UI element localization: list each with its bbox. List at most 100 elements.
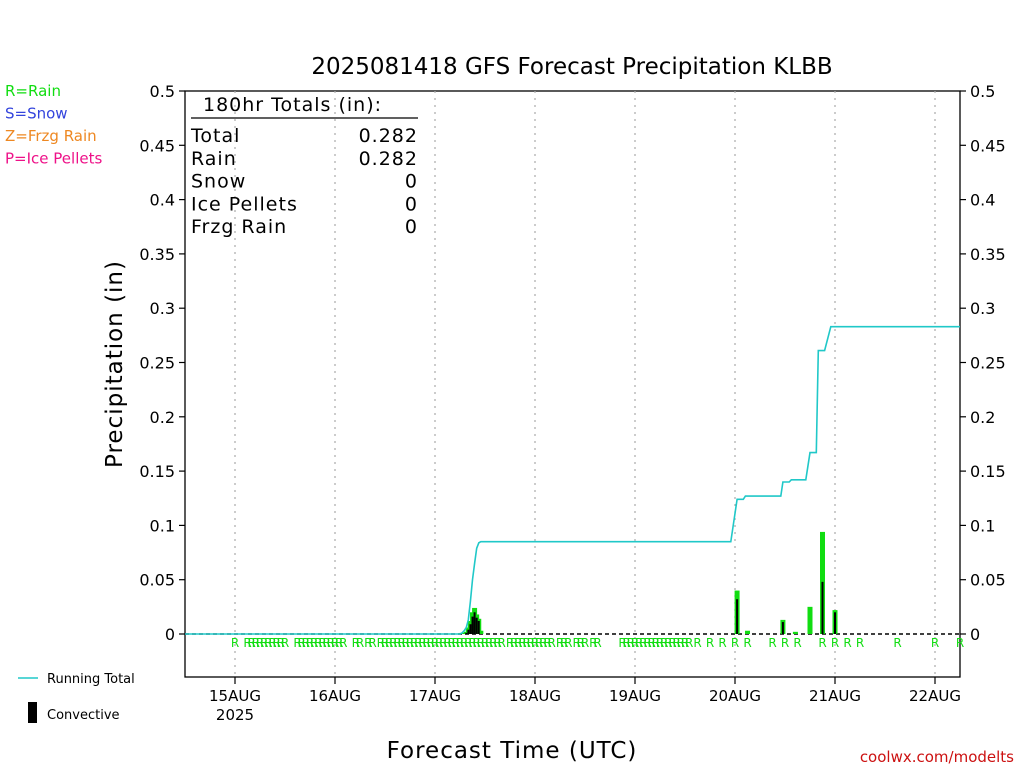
plot-frame	[184, 90, 961, 678]
convective-bar	[465, 632, 468, 634]
ptype-marker: R	[335, 636, 343, 650]
y-tick-label: 0.15	[139, 462, 175, 481]
ptype-marker: R	[385, 636, 393, 650]
ptype-marker: R	[431, 636, 439, 650]
ptype-marker: R	[518, 636, 526, 650]
x-axis-label: Forecast Time (UTC)	[387, 738, 638, 764]
y-tick-label: 0.1	[150, 516, 175, 535]
x-tick-label: 20AUG	[709, 687, 761, 705]
ptype-marker: R	[547, 636, 555, 650]
ptype-marker: R	[768, 636, 776, 650]
y-tick-label-right: 0.5	[970, 82, 995, 101]
ptype-marker: R	[247, 636, 255, 650]
ptype-marker: R	[581, 636, 589, 650]
ptype-marker: R	[572, 636, 580, 650]
y-tick-label-right: 0.25	[970, 354, 1006, 373]
y-tick-label-right: 0	[970, 625, 980, 644]
ptype-marker: R	[677, 636, 685, 650]
ptype-legend-entry: Z=Frzg Rain	[5, 127, 97, 145]
convective-bar	[475, 617, 478, 634]
ptype-marker: R	[331, 636, 339, 650]
totals-row-label: Frzg Rain	[191, 216, 287, 238]
ptype-marker: R	[668, 636, 676, 650]
ptype-marker: R	[543, 636, 551, 650]
ptype-marker: R	[456, 636, 464, 650]
convective-bars	[465, 581, 836, 634]
ptype-marker: R	[493, 636, 501, 650]
ptype-marker: R	[464, 636, 472, 650]
y-tick-label: 0	[165, 625, 175, 644]
ptype-marker: R	[681, 636, 689, 650]
ptype-marker: R	[297, 636, 305, 650]
ptype-marker: R	[627, 636, 635, 650]
ptype-marker: R	[956, 636, 964, 650]
convective-bar	[471, 616, 474, 634]
ptype-marker: R	[652, 636, 660, 650]
y-tick-label: 0.2	[150, 408, 175, 427]
ptype-marker: R	[743, 636, 751, 650]
ptype-marker: R	[556, 636, 564, 650]
ptype-marker: R	[418, 636, 426, 650]
ptype-marker: R	[322, 636, 330, 650]
ptype-marker: R	[660, 636, 668, 650]
ptype-marker: R	[460, 636, 468, 650]
ptype-marker: R	[314, 636, 322, 650]
ptype-marker: R	[843, 636, 851, 650]
ptype-marker: R	[593, 636, 601, 650]
ptype-marker: R	[564, 636, 572, 650]
ptype-marker: R	[856, 636, 864, 650]
ptype-marker: R	[281, 636, 289, 650]
convective-bar	[736, 599, 739, 634]
convective-bar	[467, 629, 470, 634]
convective-bar	[469, 624, 472, 634]
y-tick-label-right: 0.3	[970, 299, 995, 318]
ptype-marker: R	[339, 636, 347, 650]
ptype-marker: R	[631, 636, 639, 650]
convective-legend-label: Convective	[47, 708, 120, 723]
series-legend: Running Total Convective	[18, 672, 135, 723]
rain-bar	[807, 606, 813, 634]
ptype-marker: R	[277, 636, 285, 650]
totals-box: 180hr Totals (in): Total 0.282 Rain 0.282 Sno…	[190, 94, 418, 238]
ptype-legend-entry: S=Snow	[5, 105, 68, 123]
ptype-marker: R	[256, 636, 264, 650]
totals-row-value: 0	[405, 216, 418, 238]
ptype-legend: R=Rain S=Snow Z=Frzg Rain P=Ice Pellets	[5, 82, 102, 168]
ptype-legend-entry: R=Rain	[5, 82, 61, 100]
ptype-marker: R	[243, 636, 251, 650]
convective-legend-swatch	[28, 702, 37, 723]
x-tick-label: 19AUG	[609, 687, 661, 705]
y-axis-left: 0 0.05 0.1 0.15 0.2 0.25 0.3 0.35 0.4 0.45 0.5	[139, 82, 185, 644]
ptype-marker: R	[510, 636, 518, 650]
ptype-marker: R	[393, 636, 401, 650]
y-tick-label-right: 0.45	[970, 136, 1006, 155]
ptype-marker: R	[643, 636, 651, 650]
ptype-marker: R	[685, 636, 693, 650]
totals-row-value: 0	[405, 171, 418, 193]
y-tick-label: 0.4	[150, 191, 175, 210]
ptype-marker: R	[414, 636, 422, 650]
y-tick-label: 0.45	[139, 136, 175, 155]
ptype-marker: R	[356, 636, 364, 650]
ptype-marker: R	[272, 636, 280, 650]
convective-bar	[781, 622, 784, 634]
ptype-marker: R	[893, 636, 901, 650]
ptype-marker: R	[539, 636, 547, 650]
source-credit: coolwx.com/modelts	[860, 748, 1014, 766]
ptype-marker: R	[260, 636, 268, 650]
ptype-marker: R	[618, 636, 626, 650]
totals-row-value: 0	[405, 193, 418, 215]
y-tick-label: 0.25	[139, 354, 175, 373]
convective-bar	[473, 612, 476, 634]
ptype-marker: R	[406, 636, 414, 650]
ptype-marker: R	[443, 636, 451, 650]
x-tick-label: 18AUG	[509, 687, 561, 705]
ptype-marker: R	[231, 636, 239, 650]
ptype-marker: R	[439, 636, 447, 650]
ptype-marker: R	[706, 636, 714, 650]
y-tick-label-right: 0.2	[970, 408, 995, 427]
ptype-marker: R	[931, 636, 939, 650]
convective-bar	[821, 581, 824, 634]
y-tick-label-right: 0.1	[970, 516, 995, 535]
ptype-marker: R	[477, 636, 485, 650]
